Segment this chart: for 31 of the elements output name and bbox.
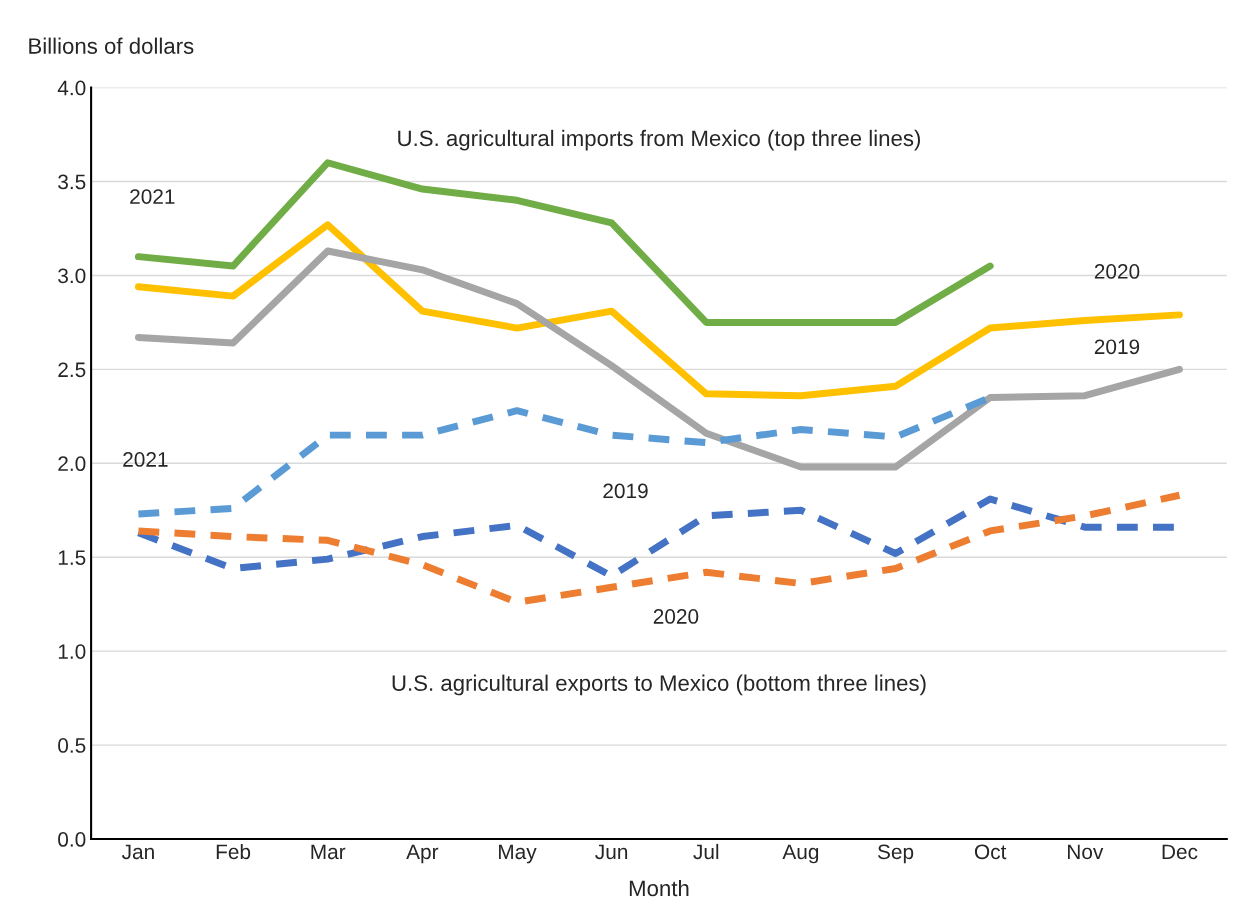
x-tick-label: Oct — [974, 844, 1007, 860]
x-tick-label: Aug — [782, 844, 819, 864]
text: 2021 — [123, 452, 168, 467]
x-tick-label: Sep — [877, 844, 914, 864]
y-tick-label: 4.0 — [57, 80, 86, 96]
series-label: 2020 — [1094, 264, 1140, 279]
series-label: 2019 — [1094, 339, 1140, 355]
x-tick-label: Jul — [693, 843, 719, 860]
series-label: 2020 — [653, 609, 699, 624]
y-tick-label: 1.0 — [58, 644, 86, 659]
y-tick-label: 2.5 — [58, 362, 86, 378]
x-tick-label: Mar — [311, 844, 346, 860]
text: 2021 — [130, 189, 175, 204]
x-axis-title: Month — [629, 879, 689, 897]
y-tick-label: 0.0 — [58, 832, 86, 847]
y-tick-label: 1.5 — [58, 550, 86, 565]
x-tick-label: Jan — [121, 844, 154, 860]
x-tick-label: May — [499, 844, 537, 864]
annotation: U.S. agricultural imports from Mexico (top three lines) — [398, 129, 921, 151]
y-tick-label: 3.5 — [58, 174, 86, 190]
y-tick-label: 0.5 — [58, 738, 86, 753]
text: 2019 — [603, 483, 648, 499]
x-tick-label: Jun — [595, 844, 628, 860]
x-tick-label: Dec — [1162, 844, 1198, 860]
x-tick-label: Nov — [1068, 844, 1104, 860]
y-axis-title: Billions of dollars — [29, 37, 194, 54]
y-tick-label: 3.0 — [58, 268, 86, 284]
x-tick-label: Feb — [216, 843, 251, 860]
y-tick-label: 2.0 — [58, 456, 86, 472]
annotation: U.S. agricultural exports to Mexico (bottom three lines) — [392, 674, 926, 696]
x-tick-label: Apr — [406, 844, 439, 864]
